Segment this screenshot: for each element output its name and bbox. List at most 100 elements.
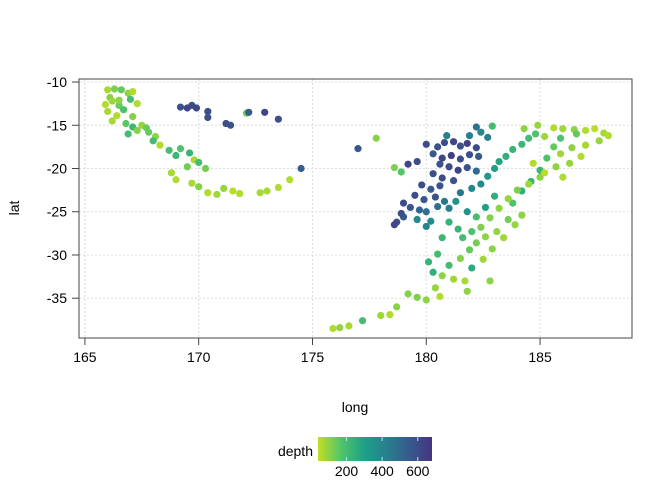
data-point bbox=[484, 172, 492, 180]
data-point bbox=[274, 115, 282, 123]
y-tick-label: -35 bbox=[47, 290, 67, 306]
data-point bbox=[531, 130, 540, 138]
data-point bbox=[183, 163, 191, 171]
y-tick-label: -30 bbox=[47, 247, 67, 263]
data-point bbox=[172, 151, 180, 160]
colorbar-tick-label: 600 bbox=[406, 463, 430, 479]
data-point bbox=[156, 141, 164, 149]
data-point bbox=[509, 199, 517, 207]
data-point bbox=[541, 169, 549, 177]
data-point bbox=[534, 121, 542, 129]
data-point bbox=[595, 137, 603, 145]
x-axis: 165 170 175 180 185 bbox=[73, 338, 552, 365]
data-point bbox=[354, 145, 362, 153]
data-point bbox=[456, 155, 465, 163]
data-point bbox=[115, 96, 123, 104]
data-point bbox=[377, 311, 385, 320]
data-point bbox=[445, 204, 453, 212]
data-point bbox=[477, 128, 485, 136]
data-point bbox=[518, 211, 526, 219]
data-point bbox=[436, 160, 444, 168]
data-point bbox=[454, 225, 462, 233]
data-point bbox=[124, 130, 132, 138]
data-point bbox=[465, 246, 474, 254]
data-point bbox=[149, 137, 157, 145]
data-point bbox=[204, 107, 212, 116]
data-point bbox=[479, 255, 487, 263]
data-point bbox=[133, 100, 141, 108]
data-point bbox=[472, 167, 480, 175]
data-point bbox=[443, 132, 451, 140]
data-point bbox=[581, 126, 590, 135]
data-point bbox=[463, 164, 471, 172]
data-point bbox=[472, 123, 480, 131]
colorbar-title: depth bbox=[278, 443, 313, 459]
data-point bbox=[434, 143, 442, 151]
data-point bbox=[165, 146, 173, 154]
y-tick-label: -20 bbox=[47, 161, 67, 177]
data-point bbox=[504, 215, 512, 224]
data-point bbox=[438, 272, 446, 280]
data-point bbox=[429, 170, 437, 178]
data-point bbox=[108, 97, 116, 105]
data-point bbox=[472, 213, 480, 221]
data-point bbox=[229, 187, 237, 195]
data-point bbox=[436, 292, 444, 301]
data-point bbox=[525, 134, 533, 142]
data-point bbox=[449, 138, 458, 146]
data-point bbox=[559, 125, 567, 133]
data-point bbox=[577, 152, 585, 160]
data-point bbox=[572, 130, 581, 138]
y-tick-label: -25 bbox=[47, 204, 67, 220]
data-point bbox=[438, 174, 446, 182]
data-point bbox=[493, 228, 501, 236]
data-point bbox=[226, 121, 235, 129]
data-point bbox=[220, 184, 228, 192]
data-point bbox=[486, 214, 494, 222]
data-point bbox=[541, 132, 549, 141]
data-point bbox=[172, 176, 180, 184]
data-point bbox=[420, 196, 428, 204]
data-point bbox=[447, 151, 455, 160]
x-tick-label: 185 bbox=[528, 349, 552, 365]
data-point bbox=[115, 101, 123, 109]
data-point bbox=[204, 189, 212, 197]
data-point bbox=[513, 186, 521, 194]
data-point bbox=[126, 95, 135, 103]
data-point bbox=[536, 173, 544, 181]
data-point bbox=[468, 184, 476, 192]
data-point bbox=[286, 176, 294, 184]
data-point bbox=[113, 112, 121, 120]
data-point bbox=[440, 197, 449, 205]
data-point bbox=[463, 287, 471, 295]
data-point bbox=[192, 104, 201, 112]
data-point bbox=[511, 221, 519, 229]
data-point bbox=[104, 86, 112, 94]
x-tick-label: 170 bbox=[187, 349, 211, 365]
data-point bbox=[427, 217, 435, 225]
data-point bbox=[372, 134, 380, 142]
data-point bbox=[456, 254, 465, 263]
data-point bbox=[186, 149, 194, 157]
data-point bbox=[404, 290, 412, 298]
data-point bbox=[413, 215, 421, 224]
data-point bbox=[449, 177, 458, 185]
data-point bbox=[456, 189, 465, 197]
grid bbox=[79, 79, 632, 338]
data-point bbox=[397, 209, 405, 218]
data-point bbox=[110, 85, 119, 93]
colorbar bbox=[318, 437, 432, 461]
data-point bbox=[472, 239, 480, 247]
data-point bbox=[422, 296, 430, 304]
data-point bbox=[431, 284, 439, 292]
data-point bbox=[581, 141, 590, 149]
data-point bbox=[424, 258, 433, 266]
x-tick-label: 165 bbox=[73, 349, 97, 365]
data-point bbox=[390, 221, 399, 229]
data-point bbox=[461, 277, 469, 285]
data-point bbox=[495, 204, 503, 212]
data-point bbox=[454, 166, 462, 174]
data-point bbox=[413, 157, 421, 166]
data-point bbox=[477, 223, 485, 231]
